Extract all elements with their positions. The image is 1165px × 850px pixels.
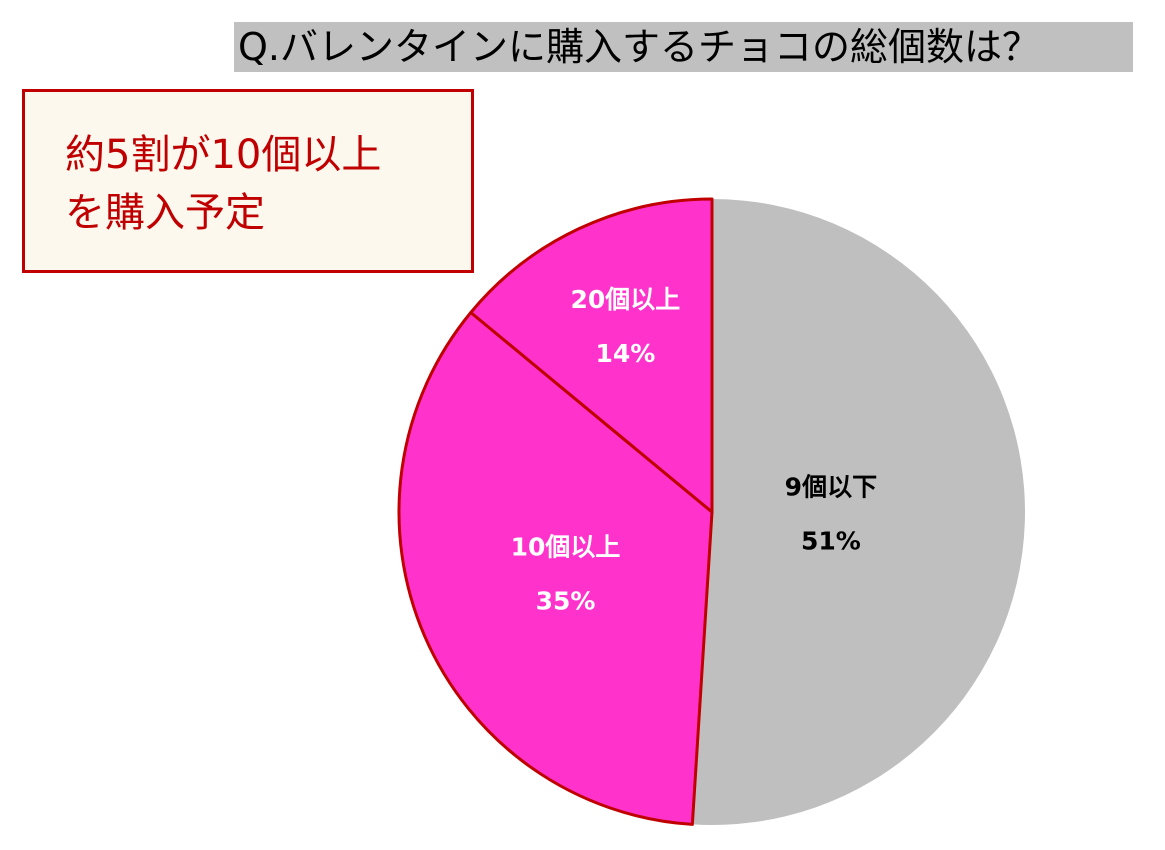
value-label: 35% [536,586,596,615]
value-label: 14% [595,339,655,368]
pie-slice [692,199,1025,825]
chart-title: Q.バレンタインに購入するチョコの総個数は？ [234,22,1133,72]
annotation: 約5割が10個以上 を購入予定 [22,89,474,273]
value-label: 51% [801,527,861,556]
pie-slice [469,197,714,514]
pie-slice [397,310,714,826]
slice-label: 10個以上 [511,532,621,561]
slice-label: 9個以下 [785,473,877,502]
slice-label: 20個以上 [570,285,680,314]
